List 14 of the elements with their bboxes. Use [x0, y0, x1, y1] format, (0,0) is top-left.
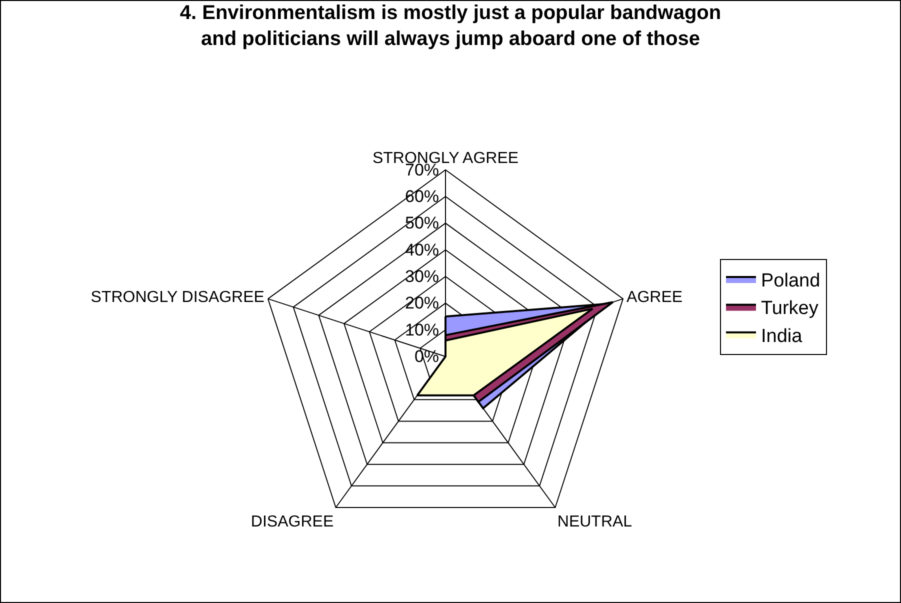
- legend-label: Poland: [761, 270, 820, 292]
- y-tick-label: 30%: [405, 267, 440, 286]
- y-tick-label: 40%: [405, 240, 440, 260]
- spoke-label: STRONGLY DISAGREE: [90, 289, 264, 306]
- y-tick-label: 50%: [405, 214, 440, 233]
- y-tick-label: 60%: [405, 187, 440, 206]
- y-tick-label: 10%: [405, 320, 440, 340]
- spoke-label: AGREE: [626, 289, 683, 306]
- legend-label: India: [761, 326, 803, 347]
- spoke-label: NEUTRAL: [557, 514, 632, 531]
- y-tick-label: 20%: [405, 294, 440, 313]
- chart-title: 4. Environmentalism is mostly just a popular bandwagon and politicians will always jump aboard one of those: [180, 2, 722, 50]
- legend-label: Turkey: [761, 298, 819, 320]
- spoke-label: DISAGREE: [250, 514, 334, 531]
